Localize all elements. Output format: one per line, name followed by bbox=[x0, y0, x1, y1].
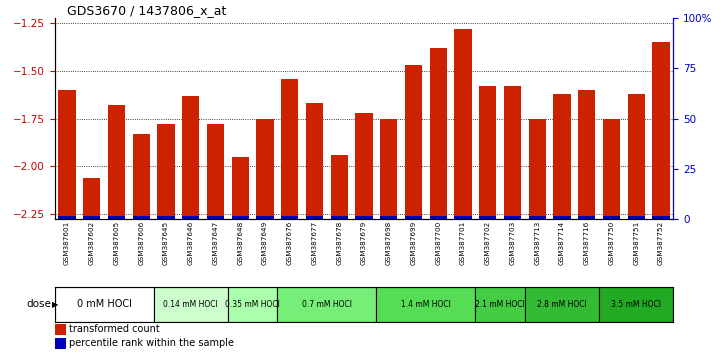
Bar bbox=[405, 65, 422, 219]
Text: 0.14 mM HOCl: 0.14 mM HOCl bbox=[163, 300, 218, 309]
Bar bbox=[331, 216, 348, 219]
Text: 0.35 mM HOCl: 0.35 mM HOCl bbox=[225, 300, 280, 309]
Bar bbox=[553, 94, 571, 219]
Text: 2.1 mM HOCl: 2.1 mM HOCl bbox=[475, 300, 525, 309]
Bar bbox=[157, 216, 175, 219]
Text: 0.7 mM HOCl: 0.7 mM HOCl bbox=[302, 300, 352, 309]
Bar bbox=[306, 103, 323, 219]
Text: 2.8 mM HOCl: 2.8 mM HOCl bbox=[537, 300, 587, 309]
Bar bbox=[475, 287, 525, 322]
Bar bbox=[380, 119, 397, 219]
Text: ▶: ▶ bbox=[52, 300, 59, 309]
Bar bbox=[108, 216, 125, 219]
Bar bbox=[553, 216, 571, 219]
Bar bbox=[454, 29, 472, 219]
Text: 3.5 mM HOCl: 3.5 mM HOCl bbox=[612, 300, 661, 309]
Bar bbox=[55, 338, 66, 349]
Text: 0 mM HOCl: 0 mM HOCl bbox=[76, 299, 132, 309]
Bar bbox=[479, 86, 496, 219]
Bar bbox=[132, 134, 150, 219]
Bar bbox=[207, 124, 224, 219]
Bar bbox=[256, 216, 274, 219]
Bar bbox=[306, 216, 323, 219]
Bar bbox=[108, 105, 125, 219]
Bar bbox=[628, 94, 645, 219]
Text: transformed count: transformed count bbox=[69, 324, 159, 334]
Bar bbox=[232, 216, 249, 219]
Bar bbox=[430, 216, 447, 219]
Bar bbox=[599, 287, 673, 322]
Bar bbox=[405, 216, 422, 219]
Bar bbox=[578, 216, 596, 219]
Bar bbox=[603, 216, 620, 219]
Bar bbox=[58, 216, 76, 219]
Bar bbox=[83, 216, 100, 219]
Bar bbox=[182, 96, 199, 219]
Bar bbox=[454, 216, 472, 219]
Bar bbox=[430, 48, 447, 219]
Bar bbox=[355, 216, 373, 219]
Bar bbox=[157, 124, 175, 219]
Bar bbox=[277, 287, 376, 322]
Bar bbox=[380, 216, 397, 219]
Bar bbox=[55, 324, 66, 335]
Text: GDS3670 / 1437806_x_at: GDS3670 / 1437806_x_at bbox=[67, 4, 226, 17]
Bar bbox=[207, 216, 224, 219]
Bar bbox=[256, 119, 274, 219]
Bar bbox=[281, 216, 298, 219]
Bar bbox=[83, 178, 100, 219]
Bar bbox=[603, 119, 620, 219]
Bar bbox=[525, 287, 599, 322]
Bar bbox=[232, 157, 249, 219]
Bar bbox=[504, 216, 521, 219]
Bar bbox=[132, 216, 150, 219]
Bar bbox=[652, 216, 670, 219]
Bar bbox=[652, 42, 670, 219]
Bar bbox=[281, 79, 298, 219]
Bar bbox=[529, 216, 546, 219]
Bar bbox=[331, 155, 348, 219]
Bar bbox=[504, 86, 521, 219]
Bar bbox=[58, 90, 76, 219]
Bar bbox=[154, 287, 228, 322]
Bar bbox=[529, 119, 546, 219]
Bar bbox=[578, 90, 596, 219]
Bar bbox=[355, 113, 373, 219]
Text: percentile rank within the sample: percentile rank within the sample bbox=[69, 338, 234, 348]
Bar bbox=[628, 216, 645, 219]
Bar bbox=[55, 287, 154, 322]
Text: 1.4 mM HOCl: 1.4 mM HOCl bbox=[401, 300, 451, 309]
Bar bbox=[376, 287, 475, 322]
Bar bbox=[182, 216, 199, 219]
Bar bbox=[479, 216, 496, 219]
Text: dose: dose bbox=[26, 299, 51, 309]
Bar bbox=[228, 287, 277, 322]
